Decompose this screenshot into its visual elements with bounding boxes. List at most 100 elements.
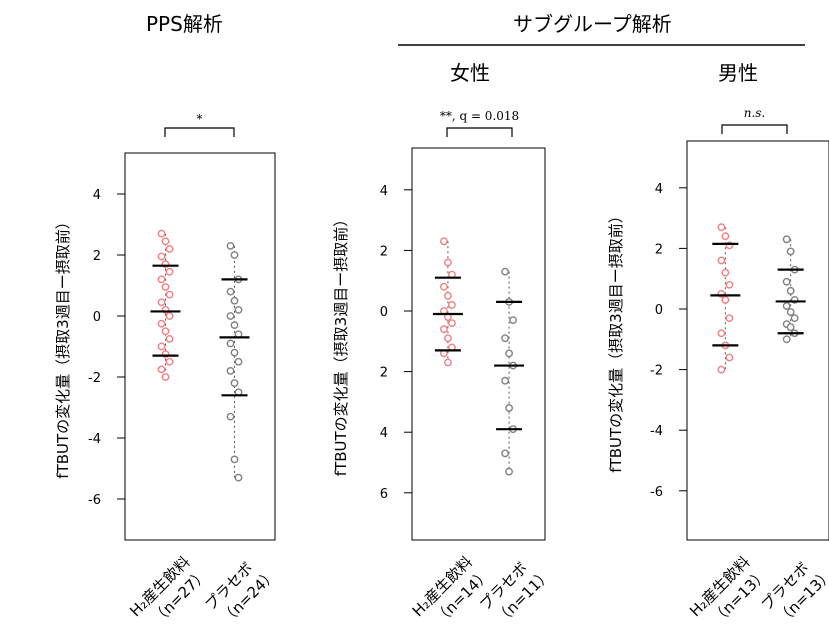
data-point [717,223,726,232]
y-tick-label: 4 [380,426,388,441]
data-point [444,258,452,267]
data-point [440,282,448,291]
data-point [226,312,235,320]
data-point [448,301,456,309]
y-tick-label: 2 [93,249,101,264]
data-point [782,235,791,244]
data-point [782,277,791,286]
y-tick-label: 0 [380,305,388,320]
data-point [157,298,166,307]
data-point [165,334,174,343]
y-tick-label: 6 [380,487,388,502]
data-point [725,314,734,322]
data-point [717,329,726,338]
data-point [782,335,791,344]
data-point [234,305,243,314]
data-point [165,312,174,320]
chart-panel-3: 男性420-2-4-6fTBUTの変化量（摂取3週目ー摂取前）n.s.H₂産生飲… [607,61,829,628]
data-point [786,247,795,256]
data-point [505,467,513,476]
data-point [725,353,734,362]
data-point [505,404,513,412]
data-point [230,251,239,259]
subgroup-title: サブグループ解析 [513,12,672,36]
panel-subtitle: 男性 [718,61,758,85]
y-tick-label: -4 [88,432,101,447]
chart-panel-2: 女性 4 2 0 2 4 6 fTBUTの変化量（摂取3週目ー摂取前） **, q = 0.01… [332,61,555,628]
data-point [501,267,509,276]
data-point [440,325,448,334]
data-point [226,366,235,375]
data-point [157,275,166,284]
data-point [230,348,239,357]
y-tick-label: -2 [88,371,101,386]
data-point [501,334,509,343]
data-point [157,252,166,261]
y-tick-label: 0 [655,303,663,318]
y-tick-label: 2 [655,242,663,257]
data-point [157,229,166,238]
data-point [786,323,795,332]
y-tick-label: 2 [380,366,388,381]
data-point [226,339,235,348]
data-point [782,302,791,310]
y-tick-label: 4 [380,184,388,199]
y-tick-label: 4 [93,188,101,203]
significance-bracket [446,127,513,137]
y-tick-label: -6 [88,493,101,508]
data-point [501,376,509,385]
data-point [725,280,734,289]
significance-label: n.s. [744,106,766,120]
data-point [721,296,730,304]
data-point [165,290,174,299]
y-tick-label: -6 [650,485,663,500]
plot-frame [411,147,546,541]
panel-subtitle: 女性 [450,61,490,85]
data-point [721,232,730,241]
data-point [717,365,726,374]
data-point [226,287,235,296]
y-axis-label: fTBUTの変化量（摂取3週目ー摂取前） [332,212,350,476]
data-point [444,291,452,300]
y-tick-label: -4 [650,424,663,439]
data-point [165,244,174,253]
data-point [440,237,448,246]
data-point [721,268,730,277]
y-tick-label: 0 [93,310,101,325]
significance-label: * [197,112,203,126]
data-point [448,319,456,328]
data-point [226,241,235,250]
data-point [161,283,170,291]
data-point [157,365,166,374]
data-point [161,373,170,381]
data-point [790,314,799,322]
plot-frame [124,152,276,541]
data-point [165,267,174,276]
data-point [234,357,243,366]
y-axis-label: fTBUTの変化量（摂取3週目ー摂取前） [54,214,72,478]
data-point [234,473,243,482]
data-point [157,319,166,328]
data-point [786,286,795,295]
significance-bracket [164,127,235,137]
data-point [444,334,452,343]
data-point [230,321,239,330]
data-point [157,342,166,351]
data-point [161,327,170,336]
data-point [230,379,239,387]
data-point [226,412,235,421]
data-point [786,308,795,316]
data-point [161,237,170,246]
chart-panel-1: 420-2-4-6fTBUTの変化量（摂取3週目ー摂取前）*H₂産生飲料（n=2… [54,112,280,628]
data-point [230,296,239,305]
data-point [501,449,509,458]
significance-label: **, q = 0.018 [440,109,519,123]
y-tick-label: 4 [655,182,663,197]
plot-frame [686,140,829,541]
data-point [444,358,452,367]
pps-title: PPS解析 [146,12,223,36]
data-point [505,349,513,358]
data-point [165,357,174,366]
y-tick-label: -2 [650,364,663,379]
y-tick-label: 2 [380,244,388,259]
